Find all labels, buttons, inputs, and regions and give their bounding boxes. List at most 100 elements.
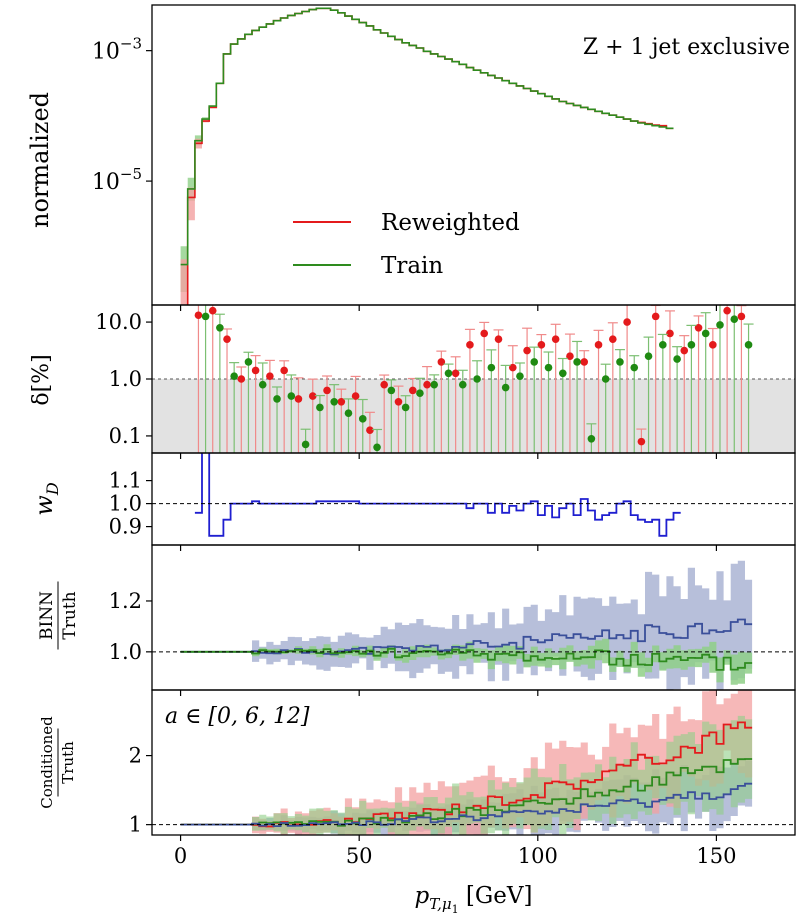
delta-point-reweighted-17 — [437, 358, 446, 366]
delta-point-reweighted-30 — [623, 318, 631, 326]
delta-point-train-13 — [387, 386, 396, 395]
delta-point-reweighted-11 — [351, 392, 360, 400]
delta-point-reweighted-16 — [423, 380, 431, 389]
wd-ytick-1-label: 1.0 — [109, 492, 142, 516]
main-ylabel: normalized — [26, 92, 54, 228]
wd-line — [194, 453, 681, 537]
delta-point-train-36 — [716, 321, 724, 329]
delta-point-train-4 — [258, 380, 267, 389]
delta-point-train-20 — [487, 363, 496, 372]
delta-point-train-5 — [273, 395, 281, 403]
delta-point-train-7 — [301, 440, 310, 449]
delta-point-reweighted-28 — [594, 341, 603, 349]
delta-point-reweighted-20 — [480, 329, 489, 338]
wd-ytick-0-label: 1.1 — [109, 469, 142, 493]
binn-green-line — [180, 647, 753, 671]
cond-ylabel: Conditioned Truth — [38, 716, 77, 809]
delta-point-reweighted-14 — [394, 397, 403, 406]
delta-point-train-16 — [430, 380, 439, 389]
delta-point-reweighted-29 — [609, 335, 617, 343]
delta-point-train-14 — [401, 403, 410, 412]
delta-point-reweighted-25 — [551, 335, 560, 343]
delta-point-reweighted-33 — [666, 329, 674, 338]
delta-ytick-0-label: 10.0 — [95, 310, 142, 334]
delta-point-train-29 — [616, 358, 624, 366]
delta-point-train-32 — [659, 341, 667, 349]
delta-point-train-6 — [287, 392, 296, 400]
delta-point-train-11 — [358, 415, 367, 423]
delta-point-train-10 — [344, 409, 353, 417]
delta-point-reweighted-31 — [637, 437, 646, 446]
delta-point-reweighted-1 — [208, 306, 217, 315]
legend-reweighted-label: Reweighted — [381, 210, 520, 236]
xtick-label-3: 150 — [696, 844, 736, 868]
annotation-z-jet: Z + 1 jet exclusive — [583, 35, 790, 60]
delta-ytick-2-label: 0.1 — [109, 424, 142, 448]
delta-point-reweighted-4 — [251, 366, 260, 375]
delta-point-reweighted-9 — [323, 386, 331, 395]
delta-point-train-38 — [744, 341, 753, 349]
delta-point-reweighted-3 — [237, 375, 246, 383]
main-ytick-0-label: 10−3 — [92, 35, 142, 65]
panel-frame-wD — [151, 452, 796, 546]
delta-point-train-27 — [587, 434, 596, 443]
delta-point-train-26 — [573, 358, 581, 366]
main-plot-area — [180, 7, 674, 305]
delta-point-train-9 — [330, 397, 338, 406]
xtick-label-2: 100 — [518, 844, 558, 868]
delta-ytick-1-label: 1.0 — [109, 367, 142, 391]
cond-plot-area — [180, 690, 753, 835]
binn-ytick-0-label: 1.2 — [109, 589, 142, 613]
delta-point-reweighted-38 — [737, 312, 746, 321]
delta-point-reweighted-22 — [508, 363, 517, 372]
delta-point-train-33 — [673, 355, 681, 363]
delta-point-reweighted-12 — [366, 426, 374, 435]
delta-point-reweighted-36 — [709, 341, 717, 349]
delta-plot-area — [152, 305, 795, 453]
delta-point-reweighted-27 — [580, 358, 589, 366]
delta-point-train-23 — [530, 358, 539, 366]
x-axis-label: pT,μ1 [GeV] — [415, 883, 533, 915]
binn-plot-area — [180, 560, 753, 690]
binn-blue-band — [180, 560, 753, 690]
delta-point-train-17 — [444, 369, 453, 378]
reweighted-band — [180, 119, 210, 305]
delta-point-train-0 — [201, 312, 210, 321]
delta-ylabel: δ[%] — [29, 354, 54, 405]
delta-point-reweighted-8 — [308, 392, 317, 400]
binn-ylabel: BINN Truth — [37, 581, 80, 650]
wd-ytick-2-label: 0.9 — [109, 515, 142, 539]
wd-ylabel: wD — [30, 482, 62, 516]
delta-point-train-37 — [730, 315, 739, 324]
delta-point-reweighted-21 — [494, 335, 503, 343]
delta-point-train-19 — [473, 375, 481, 383]
wd-plot-area — [194, 453, 681, 537]
delta-point-train-34 — [687, 341, 696, 349]
delta-point-reweighted-26 — [566, 352, 574, 361]
cond-annotation: a ∈ [0, 6, 12] — [165, 704, 310, 729]
main-ytick-1-label: 10−5 — [92, 165, 142, 195]
train-line — [180, 7, 674, 266]
delta-point-reweighted-19 — [466, 341, 474, 349]
delta-point-reweighted-5 — [266, 372, 274, 380]
delta-point-train-31 — [644, 352, 653, 361]
delta-point-train-24 — [544, 363, 553, 372]
cond-ytick-1-label: 1 — [129, 813, 142, 837]
delta-point-reweighted-10 — [337, 397, 346, 406]
binn-blue-line — [180, 618, 753, 656]
delta-point-reweighted-7 — [294, 395, 303, 403]
delta-point-reweighted-24 — [537, 341, 546, 349]
xtick-label-0: 0 — [174, 844, 187, 868]
delta-point-train-18 — [458, 380, 467, 389]
delta-point-reweighted-35 — [694, 323, 703, 332]
delta-point-reweighted-18 — [451, 369, 460, 378]
delta-point-train-15 — [416, 389, 424, 398]
delta-point-reweighted-2 — [223, 335, 231, 343]
delta-point-reweighted-0 — [194, 311, 203, 320]
panel-frame-conditioned — [151, 689, 796, 836]
binn-ytick-1-label: 1.0 — [109, 640, 142, 664]
delta-point-train-30 — [630, 363, 639, 372]
binn-ylabel-numerator: BINN — [37, 591, 57, 640]
delta-point-reweighted-6 — [280, 366, 288, 375]
